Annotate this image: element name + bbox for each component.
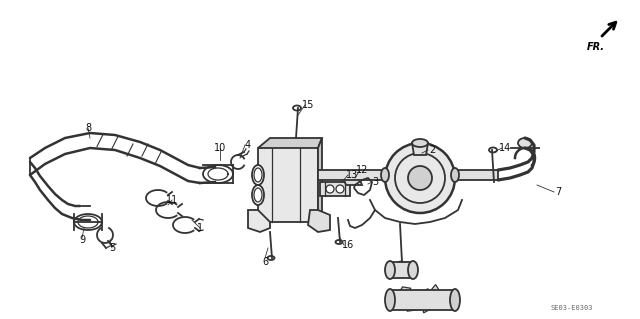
Polygon shape [308,210,330,232]
Text: 12: 12 [356,165,368,175]
Polygon shape [318,138,322,222]
Polygon shape [258,138,322,148]
Text: SE03-E0303: SE03-E0303 [551,305,593,311]
Text: 10: 10 [214,143,226,153]
Polygon shape [318,170,385,180]
Text: 15: 15 [302,100,314,110]
Text: 11: 11 [166,195,178,205]
Ellipse shape [252,185,264,205]
Ellipse shape [518,138,532,148]
Polygon shape [258,142,318,222]
Polygon shape [430,285,446,309]
Polygon shape [420,289,432,313]
Text: 3: 3 [372,177,378,187]
Polygon shape [392,287,411,306]
Ellipse shape [385,261,395,279]
Text: 14: 14 [499,143,511,153]
Polygon shape [455,170,498,180]
Text: 9: 9 [79,235,85,245]
Circle shape [336,185,344,193]
Ellipse shape [489,147,497,152]
Polygon shape [390,290,455,310]
Text: 1: 1 [197,223,203,233]
Circle shape [326,185,334,193]
Ellipse shape [451,168,459,182]
Ellipse shape [252,165,264,185]
Text: 8: 8 [85,123,91,133]
Circle shape [385,143,455,213]
Circle shape [408,166,432,190]
Ellipse shape [450,289,460,311]
Ellipse shape [385,289,395,311]
Polygon shape [320,182,350,196]
Text: 4: 4 [245,140,251,150]
Polygon shape [248,210,270,232]
Text: FR.: FR. [587,42,605,52]
Ellipse shape [268,256,275,260]
Text: 7: 7 [555,187,561,197]
Text: 5: 5 [109,243,115,253]
Ellipse shape [396,262,406,269]
Text: 2: 2 [429,145,435,155]
Ellipse shape [293,106,301,110]
Ellipse shape [408,261,418,279]
Text: 13: 13 [346,170,358,180]
Text: 16: 16 [342,240,354,250]
Text: 6: 6 [262,257,268,267]
Polygon shape [342,175,362,185]
Ellipse shape [412,139,428,147]
Ellipse shape [381,168,389,182]
Ellipse shape [335,240,342,244]
Polygon shape [390,262,413,278]
Polygon shape [407,290,419,311]
Polygon shape [412,143,428,155]
